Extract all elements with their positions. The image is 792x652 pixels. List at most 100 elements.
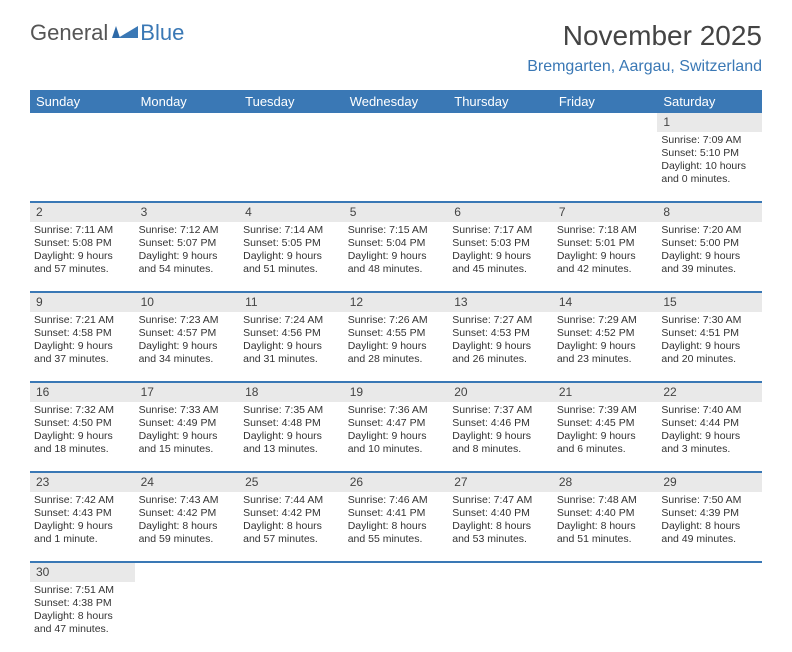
day-sunrise: Sunrise: 7:20 AM (661, 224, 758, 237)
day-sunrise: Sunrise: 7:18 AM (557, 224, 654, 237)
day-number (553, 113, 658, 132)
day-number (30, 113, 135, 132)
day-day1: Daylight: 9 hours (243, 250, 340, 263)
day-sunrise: Sunrise: 7:47 AM (452, 494, 549, 507)
day-cell: Sunrise: 7:42 AMSunset: 4:43 PMDaylight:… (30, 492, 135, 562)
day-number-row: 30 (30, 562, 762, 582)
day-day1: Daylight: 9 hours (661, 340, 758, 353)
day-cell: Sunrise: 7:17 AMSunset: 5:03 PMDaylight:… (448, 222, 553, 292)
day-number: 5 (344, 202, 449, 222)
day-number-row: 16171819202122 (30, 382, 762, 402)
day-number (135, 562, 240, 582)
title-block: November 2025 Bremgarten, Aargau, Switze… (527, 20, 762, 76)
day-number: 2 (30, 202, 135, 222)
day-day1: Daylight: 9 hours (557, 250, 654, 263)
day-cell: Sunrise: 7:35 AMSunset: 4:48 PMDaylight:… (239, 402, 344, 472)
day-sunset: Sunset: 4:50 PM (34, 417, 131, 430)
day-sunrise: Sunrise: 7:12 AM (139, 224, 236, 237)
day-day2: and 47 minutes. (34, 623, 131, 636)
day-cell: Sunrise: 7:23 AMSunset: 4:57 PMDaylight:… (135, 312, 240, 382)
day-cell: Sunrise: 7:11 AMSunset: 5:08 PMDaylight:… (30, 222, 135, 292)
weekday-header: Sunday (30, 90, 135, 113)
day-sunset: Sunset: 4:45 PM (557, 417, 654, 430)
day-day2: and 39 minutes. (661, 263, 758, 276)
day-day1: Daylight: 9 hours (348, 430, 445, 443)
day-number (135, 113, 240, 132)
day-sunset: Sunset: 4:55 PM (348, 327, 445, 340)
day-sunset: Sunset: 4:42 PM (139, 507, 236, 520)
day-sunset: Sunset: 5:03 PM (452, 237, 549, 250)
day-number: 3 (135, 202, 240, 222)
weekday-header: Friday (553, 90, 658, 113)
day-day1: Daylight: 9 hours (557, 430, 654, 443)
day-cell: Sunrise: 7:47 AMSunset: 4:40 PMDaylight:… (448, 492, 553, 562)
day-day1: Daylight: 9 hours (348, 250, 445, 263)
day-cell (448, 132, 553, 202)
day-day1: Daylight: 9 hours (452, 340, 549, 353)
day-day2: and 15 minutes. (139, 443, 236, 456)
day-sunset: Sunset: 4:39 PM (661, 507, 758, 520)
day-number: 6 (448, 202, 553, 222)
logo-flag-icon (112, 20, 138, 46)
day-sunrise: Sunrise: 7:24 AM (243, 314, 340, 327)
day-day1: Daylight: 8 hours (661, 520, 758, 533)
day-sunset: Sunset: 4:46 PM (452, 417, 549, 430)
day-sunset: Sunset: 4:43 PM (34, 507, 131, 520)
day-sunrise: Sunrise: 7:50 AM (661, 494, 758, 507)
day-day2: and 10 minutes. (348, 443, 445, 456)
day-number: 28 (553, 472, 658, 492)
day-day1: Daylight: 8 hours (452, 520, 549, 533)
weekday-header: Thursday (448, 90, 553, 113)
day-day2: and 57 minutes. (243, 533, 340, 546)
day-cell: Sunrise: 7:15 AMSunset: 5:04 PMDaylight:… (344, 222, 449, 292)
day-number: 25 (239, 472, 344, 492)
day-sunset: Sunset: 4:42 PM (243, 507, 340, 520)
day-cell: Sunrise: 7:21 AMSunset: 4:58 PMDaylight:… (30, 312, 135, 382)
day-day1: Daylight: 9 hours (452, 430, 549, 443)
day-day2: and 8 minutes. (452, 443, 549, 456)
location: Bremgarten, Aargau, Switzerland (527, 58, 762, 76)
day-cell: Sunrise: 7:27 AMSunset: 4:53 PMDaylight:… (448, 312, 553, 382)
day-cell: Sunrise: 7:24 AMSunset: 4:56 PMDaylight:… (239, 312, 344, 382)
day-sunset: Sunset: 5:00 PM (661, 237, 758, 250)
day-sunset: Sunset: 5:10 PM (661, 147, 758, 160)
day-cell: Sunrise: 7:40 AMSunset: 4:44 PMDaylight:… (657, 402, 762, 472)
day-number: 7 (553, 202, 658, 222)
day-day2: and 37 minutes. (34, 353, 131, 366)
day-number (239, 562, 344, 582)
day-cell: Sunrise: 7:44 AMSunset: 4:42 PMDaylight:… (239, 492, 344, 562)
day-cell: Sunrise: 7:09 AMSunset: 5:10 PMDaylight:… (657, 132, 762, 202)
day-number-row: 23242526272829 (30, 472, 762, 492)
day-day2: and 53 minutes. (452, 533, 549, 546)
day-sunrise: Sunrise: 7:36 AM (348, 404, 445, 417)
day-day1: Daylight: 9 hours (139, 430, 236, 443)
day-content-row: Sunrise: 7:11 AMSunset: 5:08 PMDaylight:… (30, 222, 762, 292)
day-cell (344, 132, 449, 202)
logo-text-2: Blue (140, 20, 184, 46)
day-cell (30, 132, 135, 202)
day-cell (553, 582, 658, 652)
day-day1: Daylight: 9 hours (34, 520, 131, 533)
day-day2: and 3 minutes. (661, 443, 758, 456)
day-day2: and 34 minutes. (139, 353, 236, 366)
day-sunset: Sunset: 4:56 PM (243, 327, 340, 340)
day-day2: and 20 minutes. (661, 353, 758, 366)
day-number: 8 (657, 202, 762, 222)
day-cell: Sunrise: 7:12 AMSunset: 5:07 PMDaylight:… (135, 222, 240, 292)
day-cell: Sunrise: 7:32 AMSunset: 4:50 PMDaylight:… (30, 402, 135, 472)
day-sunrise: Sunrise: 7:32 AM (34, 404, 131, 417)
day-number (553, 562, 658, 582)
day-sunrise: Sunrise: 7:37 AM (452, 404, 549, 417)
day-cell: Sunrise: 7:48 AMSunset: 4:40 PMDaylight:… (553, 492, 658, 562)
day-cell (448, 582, 553, 652)
day-day1: Daylight: 8 hours (243, 520, 340, 533)
day-day2: and 18 minutes. (34, 443, 131, 456)
day-sunrise: Sunrise: 7:11 AM (34, 224, 131, 237)
day-day2: and 57 minutes. (34, 263, 131, 276)
day-cell: Sunrise: 7:30 AMSunset: 4:51 PMDaylight:… (657, 312, 762, 382)
day-number: 27 (448, 472, 553, 492)
day-day2: and 49 minutes. (661, 533, 758, 546)
day-cell: Sunrise: 7:37 AMSunset: 4:46 PMDaylight:… (448, 402, 553, 472)
day-sunset: Sunset: 4:49 PM (139, 417, 236, 430)
day-day1: Daylight: 8 hours (139, 520, 236, 533)
